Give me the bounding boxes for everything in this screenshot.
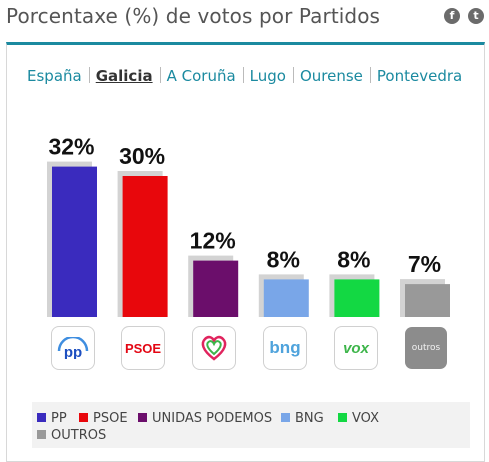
legend-item-pp[interactable]: PP: [37, 411, 67, 426]
legend-swatch: [338, 413, 347, 422]
vox-logo-text: vox: [343, 339, 369, 357]
tab-separator: [369, 67, 371, 83]
legend-label: PSOE: [93, 411, 128, 426]
legend-label: OUTROS: [51, 428, 107, 443]
tab-lugo[interactable]: Lugo: [249, 67, 286, 85]
legend-label: UNIDAS PODEMOS: [152, 411, 273, 426]
bar-chart: 32% 30% 12% 8% 8% 7%: [47, 134, 450, 317]
tab-pontevedra[interactable]: Pontevedra: [376, 67, 463, 85]
data-label-vox: 8%: [337, 246, 370, 272]
tab-separator: [292, 67, 294, 83]
psoe-logo: PSOE: [122, 327, 164, 369]
tab-ourense[interactable]: Ourense: [299, 67, 363, 85]
legend-label: PP: [51, 411, 67, 426]
tab-espana[interactable]: España: [27, 67, 82, 85]
bar-psoe[interactable]: [122, 176, 168, 317]
legend-swatch: [37, 413, 46, 422]
legend-swatch: [281, 413, 290, 422]
bar-outros[interactable]: [405, 284, 450, 317]
vox-logo: vox: [335, 327, 377, 369]
bar-bng[interactable]: [263, 279, 309, 317]
legend-label: VOX: [352, 411, 379, 426]
legend-swatch: [37, 430, 46, 439]
pp-logo-icon: pp: [57, 337, 89, 359]
data-label-outros: 7%: [408, 251, 441, 277]
page-title: Porcentaxe (%) de votos por Partidos: [6, 4, 381, 28]
legend-item-vox[interactable]: VOX: [338, 411, 379, 426]
pp-logo: pp: [52, 327, 94, 369]
bar-unidas-podemos[interactable]: [193, 260, 239, 317]
bng-logo-text: bng: [269, 338, 301, 357]
tab-separator: [242, 67, 244, 83]
tab-a-coruna[interactable]: A Coruña: [166, 67, 236, 85]
bng-logo: bng: [264, 327, 306, 369]
chart-legend: PP PSOE UNIDAS PODEMOS BNG VOX OUTROS: [32, 402, 470, 448]
psoe-logo-text: PSOE: [124, 340, 162, 356]
legend-label: BNG: [295, 411, 324, 426]
data-label-bng: 8%: [267, 246, 300, 272]
region-tabs: España Galicia A Coruña Lugo Ourense Ponteved…: [27, 67, 462, 85]
twitter-icon[interactable]: t: [468, 8, 484, 24]
chart-panel: [6, 42, 485, 462]
data-label-pp: 32%: [48, 134, 94, 160]
legend-item-bng[interactable]: BNG: [281, 411, 324, 426]
legend-item-outros[interactable]: OUTROS: [37, 428, 106, 443]
data-label-unidas-podemos: 12%: [190, 228, 236, 254]
legend-item-psoe[interactable]: PSOE: [79, 411, 128, 426]
heart-icon: [201, 335, 227, 361]
outros-logo: outros: [405, 327, 447, 369]
legend-swatch: [79, 413, 88, 422]
tab-separator: [88, 67, 90, 83]
legend-item-unidas-podemos[interactable]: UNIDAS PODEMOS: [138, 411, 272, 426]
facebook-icon[interactable]: f: [444, 8, 460, 24]
legend-swatch: [138, 413, 147, 422]
tab-galicia[interactable]: Galicia: [95, 67, 153, 85]
bar-pp[interactable]: [52, 166, 97, 317]
bar-vox[interactable]: [334, 279, 380, 317]
outros-logo-text: outros: [411, 343, 441, 353]
unidas-podemos-logo: [193, 327, 235, 369]
data-label-psoe: 30%: [119, 143, 165, 169]
pp-logo-text: pp: [64, 344, 82, 359]
tab-separator: [159, 67, 161, 83]
